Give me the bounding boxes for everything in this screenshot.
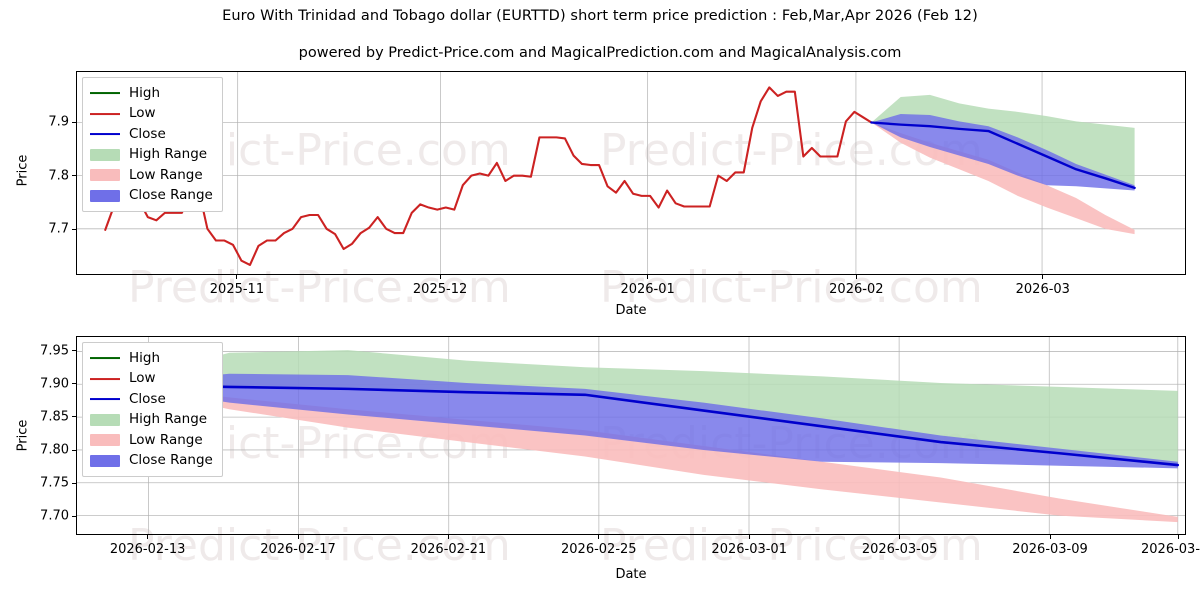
top-legend-item-low: Low <box>90 104 213 125</box>
legend-swatch-icon <box>90 87 120 99</box>
top-y-tick-mark <box>72 175 76 177</box>
bottom-x-tick-label: 2026-02-25 <box>561 542 637 557</box>
legend-label: Close Range <box>129 452 213 468</box>
bottom-legend-item-high-range: High Range <box>90 410 213 431</box>
legend-swatch-icon <box>90 128 120 140</box>
forecast-detail-panel <box>76 336 1186 535</box>
bottom-x-tick-label: 2026-02-13 <box>109 542 186 557</box>
top-x-tick-label: 2026-03 <box>1015 282 1070 297</box>
plot-frame-top <box>76 71 1186 275</box>
top-legend-item-close: Close <box>90 124 213 145</box>
chart-subtitle: powered by Predict-Price.com and Magical… <box>298 45 902 61</box>
chart-title: Euro With Trinidad and Tobago dollar (EU… <box>222 8 978 24</box>
top-legend-item-high-range: High Range <box>90 145 213 166</box>
top-legend-item-close-range: Close Range <box>90 186 213 207</box>
bottom-x-tick-label: 2026-03-09 <box>1012 542 1088 557</box>
bottom-x-tick-mark <box>147 535 149 539</box>
bottom-legend-item-high: High <box>90 348 213 369</box>
top-y-tick-label: 7.9 <box>48 114 69 130</box>
top-x-tick-mark <box>1042 275 1044 279</box>
bottom-x-tick-mark <box>447 535 449 539</box>
bottom-x-tick-mark <box>899 535 901 539</box>
bottom-x-tick-mark <box>748 535 750 539</box>
bottom-y-tick-mark <box>72 449 76 451</box>
bottom-legend-item-close: Close <box>90 389 213 410</box>
bottom-legend-item-low: Low <box>90 369 213 390</box>
bottom-x-tick-label: 2026-03-05 <box>861 542 938 557</box>
legend-label: High <box>129 84 161 101</box>
legend-swatch-icon <box>90 393 120 405</box>
top-x-tick-mark <box>439 275 441 279</box>
legend-bottom: High Low Close High Range Low Range Close Ran… <box>82 342 223 477</box>
bottom-y-tick-label: 7.95 <box>40 343 69 359</box>
legend-swatch-icon <box>90 108 120 120</box>
bottom-x-tick-mark <box>297 535 299 539</box>
bottom-x-tick-label: 2026-03-01 <box>711 542 787 557</box>
plot-frame-bottom <box>76 336 1186 535</box>
legend-label: Low <box>129 105 156 121</box>
legend-label: Low Range <box>129 166 203 183</box>
legend-label: Low <box>129 370 156 386</box>
bottom-y-tick-label: 7.90 <box>40 376 69 392</box>
bottom-y-tick-mark <box>72 482 76 484</box>
top-legend-item-low-range: Low Range <box>90 165 213 186</box>
bottom-x-tick-label: 2026-02-17 <box>260 542 336 557</box>
plot-canvas-top <box>77 72 1185 274</box>
legend-swatch-icon <box>90 169 120 182</box>
x-axis-label-top: Date <box>615 303 647 318</box>
legend-swatch-icon <box>90 148 120 161</box>
top-x-tick-mark <box>236 275 238 279</box>
top-x-tick-mark <box>647 275 649 279</box>
top-legend-item-high: High <box>90 83 213 104</box>
top-y-tick-mark <box>72 121 76 123</box>
x-axis-label-bottom: Date <box>615 567 647 582</box>
bottom-y-tick-mark <box>72 383 76 385</box>
bottom-y-tick-mark <box>72 515 76 517</box>
legend-label: Low Range <box>129 431 203 448</box>
legend-label: Close <box>129 125 166 142</box>
bottom-x-tick-label: 2026-02-21 <box>410 542 487 557</box>
legend-swatch-icon <box>90 189 120 202</box>
top-y-tick-label: 7.7 <box>48 221 69 237</box>
bottom-y-tick-mark <box>72 350 76 352</box>
bottom-y-tick-label: 7.70 <box>40 508 69 524</box>
bottom-x-tick-mark <box>1049 535 1051 539</box>
top-x-tick-label: 2026-01 <box>620 282 675 297</box>
legend-label: High Range <box>129 411 208 427</box>
legend-swatch-icon <box>90 352 120 364</box>
top-x-tick-mark <box>855 275 857 279</box>
legend-swatch-icon <box>90 373 120 385</box>
legend-label: Close Range <box>129 187 213 203</box>
bottom-x-tick-mark <box>598 535 600 539</box>
bottom-y-tick-label: 7.80 <box>40 442 69 458</box>
legend-top: High Low Close High Range Low Range Close Ran… <box>82 77 223 212</box>
legend-label: High Range <box>129 146 208 162</box>
bottom-legend-item-close-range: Close Range <box>90 451 213 472</box>
bottom-legend-item-low-range: Low Range <box>90 430 213 451</box>
bottom-y-tick-label: 7.85 <box>40 409 69 425</box>
bottom-x-tick-label: 2026-03-13 <box>1141 542 1200 557</box>
bottom-y-tick-mark <box>72 416 76 418</box>
legend-label: High <box>129 349 161 366</box>
top-y-tick-mark <box>72 228 76 230</box>
plot-canvas-bottom <box>77 337 1185 534</box>
legend-label: Close <box>129 390 166 407</box>
legend-swatch-icon <box>90 454 120 467</box>
top-x-tick-label: 2026-02 <box>829 282 884 297</box>
bottom-y-tick-label: 7.75 <box>40 475 69 491</box>
bottom-x-tick-mark <box>1178 535 1180 539</box>
legend-swatch-icon <box>90 434 120 447</box>
legend-swatch-icon <box>90 413 120 426</box>
price-history-panel <box>76 71 1186 275</box>
top-x-tick-label: 2025-12 <box>412 282 468 297</box>
top-y-tick-label: 7.8 <box>48 168 69 184</box>
top-x-tick-label: 2025-11 <box>209 282 265 297</box>
